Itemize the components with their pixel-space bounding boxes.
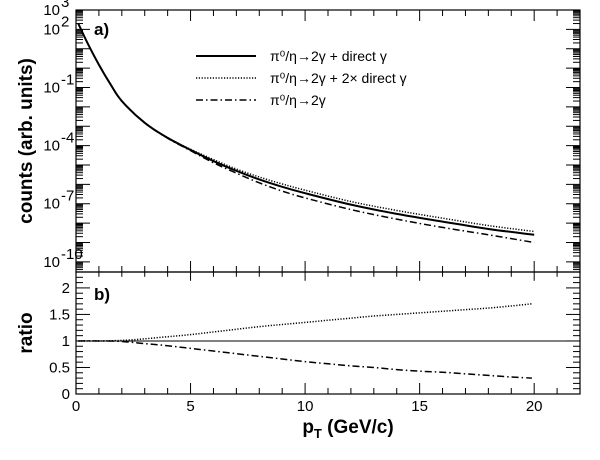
- y-tick-label-exponent: 2: [61, 13, 69, 30]
- y-axis-title-ratio: ratio: [16, 312, 37, 353]
- x-tick-label: 10: [297, 398, 314, 415]
- panel-a-ticks: [75, 9, 581, 273]
- panel-a-label: a): [94, 20, 109, 39]
- y-tick-label-exponent: -7: [61, 188, 74, 205]
- legend-label: π⁰/η→2γ: [270, 92, 326, 108]
- legend: π⁰/η→2γ + direct γ π⁰/η→2γ + 2× direct γ π…: [196, 48, 407, 108]
- legend-label: π⁰/η→2γ + 2× direct γ: [270, 70, 407, 86]
- legend-label: π⁰/η→2γ + direct γ: [270, 48, 387, 64]
- ratio-line-dotted: [78, 303, 532, 342]
- panel-a-y-tick-labels: 10 310 210 -110 -410 -710 -10: [43, 0, 82, 271]
- panel-a-curves: [77, 23, 535, 244]
- x-axis-title-subscript: T: [314, 426, 322, 441]
- y-tick-label: 10: [43, 2, 60, 19]
- x-axis-title: pT (GeV/c): [302, 417, 393, 441]
- panel-b-frame: [75, 271, 581, 395]
- y-tick-label-exponent: -4: [61, 130, 74, 147]
- y-tick-label: 1.5: [49, 306, 70, 323]
- y-tick-label: 10: [43, 196, 60, 213]
- x-tick-label: 0: [72, 398, 80, 415]
- y-axis-title-counts: counts (arb. units): [16, 58, 37, 224]
- y-tick-label: 2: [62, 280, 70, 297]
- panel-b-curves: [78, 303, 532, 379]
- y-tick-label: 10: [43, 79, 60, 96]
- x-axis-title-rest: (GeV/c): [322, 417, 394, 438]
- y-tick-label-exponent: -10: [61, 246, 83, 263]
- ratio-line-dashdot: [78, 340, 532, 379]
- y-tick-label: 10: [43, 21, 60, 38]
- panel-b-ticks: [75, 271, 581, 395]
- y-tick-label: 10: [43, 254, 60, 271]
- y-tick-label: 1: [62, 333, 70, 350]
- y-tick-label-exponent: 3: [61, 0, 69, 11]
- x-tick-label: 5: [186, 398, 194, 415]
- x-axis-title-main: p: [302, 417, 314, 438]
- y-tick-label: 0.5: [49, 359, 70, 376]
- y-tick-label: 10: [43, 138, 60, 155]
- x-tick-label: 15: [411, 398, 428, 415]
- y-tick-label-exponent: -1: [61, 71, 74, 88]
- panel-b-label: b): [94, 285, 110, 304]
- x-tick-label: 20: [526, 398, 543, 415]
- series-line-dashdot: [77, 23, 535, 244]
- panel-b-y-tick-labels: 0 0.5 1 1.5 2: [49, 280, 70, 403]
- y-tick-label: 0: [62, 386, 70, 403]
- series-line-solid: [77, 23, 535, 236]
- x-tick-labels: 0 5 10 15 20: [72, 398, 543, 415]
